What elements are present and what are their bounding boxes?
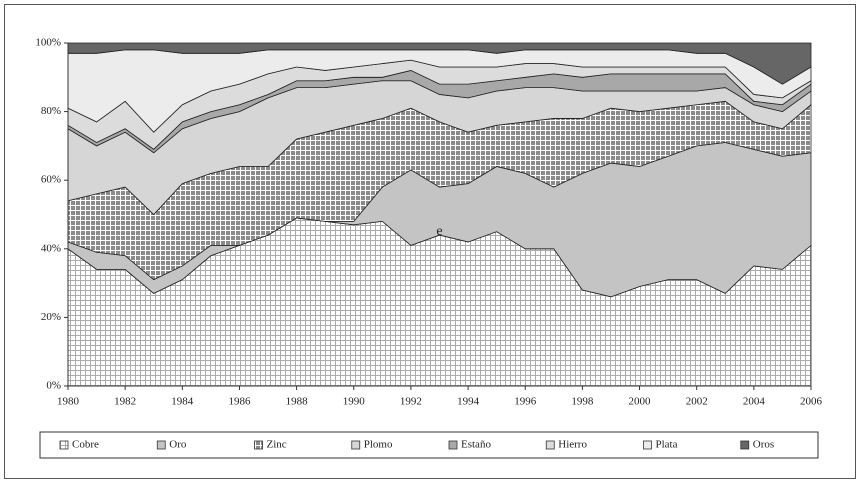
legend-label: Oro (169, 439, 187, 451)
legend-label: Hierro (558, 439, 587, 451)
area (67, 42, 812, 85)
legend-swatch (351, 440, 361, 450)
annotation: e (436, 224, 442, 239)
legend-swatch (254, 440, 263, 450)
x-tick-label: 2004 (743, 396, 766, 408)
y-tick-label: 0% (46, 380, 61, 392)
legend-label: Zinc (267, 439, 287, 451)
legend-label: Plata (656, 439, 678, 451)
x-tick-label: 1994 (457, 396, 480, 408)
y-tick-label: 60% (41, 174, 61, 186)
y-tick-label: 40% (41, 242, 61, 254)
legend-swatch (740, 440, 750, 450)
x-tick-label: 1992 (400, 396, 422, 408)
x-tick-label: 1988 (286, 396, 309, 408)
x-tick-label: 1980 (57, 396, 80, 408)
legend-label: Oros (753, 439, 774, 451)
x-tick-label: 1990 (343, 396, 366, 408)
legend-swatch (156, 440, 166, 450)
y-tick-label: 100% (35, 37, 61, 49)
x-tick-label: 2006 (800, 396, 823, 408)
x-tick-label: 1998 (571, 396, 594, 408)
y-tick-label: 80% (41, 105, 61, 117)
legend-label: Cobre (72, 439, 99, 451)
x-tick-label: 1984 (171, 396, 194, 408)
legend-label: Plomo (364, 439, 393, 451)
x-tick-label: 2002 (686, 396, 708, 408)
legend-swatch (545, 440, 555, 450)
legend-swatch (59, 440, 69, 450)
x-tick-label: 1982 (114, 396, 136, 408)
legend-label: Estaño (461, 439, 491, 451)
x-tick-label: 1986 (228, 396, 251, 408)
x-tick-label: 2000 (629, 396, 652, 408)
legend-box (39, 431, 819, 459)
legend-swatch (448, 440, 458, 450)
legend-swatch (643, 440, 652, 450)
y-tick-label: 20% (41, 311, 61, 323)
x-tick-label: 1996 (514, 396, 537, 408)
